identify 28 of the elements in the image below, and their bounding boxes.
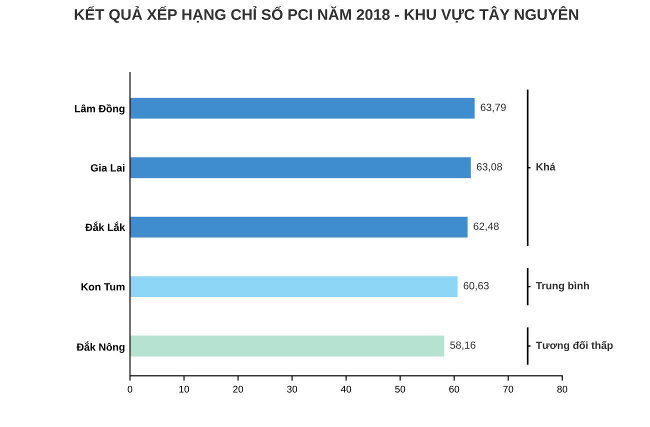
y-tick-label: Đắk Lắk (85, 222, 126, 232)
x-tick-label: 10 (179, 386, 190, 393)
y-tick-label: Kon Tum (81, 283, 124, 290)
annotation: Tương đối thấp (536, 340, 613, 352)
x-tick-label: 70 (503, 386, 514, 393)
data-label: 62,48 (474, 222, 499, 232)
x-tick-label: 60 (449, 386, 460, 393)
y-tick-label: Đắk Nông (76, 341, 124, 353)
x-tick-label: 30 (287, 386, 298, 393)
bar (130, 336, 444, 356)
y-tick-label: Lâm Đồng (74, 104, 124, 114)
bar (130, 276, 458, 297)
data-label: 63,79 (480, 104, 506, 112)
x-tick-label: 50 (395, 386, 406, 393)
data-label: 58,16 (450, 341, 476, 350)
x-tick-label: 0 (128, 386, 132, 393)
data-label: 60,63 (464, 282, 489, 291)
annotation: Trung bình (536, 282, 589, 292)
bar (130, 98, 475, 119)
bar (130, 216, 468, 238)
x-tick-label: 20 (233, 386, 244, 393)
bar (130, 157, 471, 178)
y-tick-label: Gia Lai (90, 164, 124, 172)
chart-title: KẾT QUẢ XẾP HẠNG CHỈ SỐ PCI NĂM 2018 - KHU VỰC TÂY NGUYÊN (74, 6, 578, 23)
annotation: Khá (536, 162, 556, 170)
x-tick-label: 80 (557, 386, 568, 393)
data-label: 63,08 (476, 163, 502, 172)
x-tick-label: 40 (340, 386, 352, 393)
